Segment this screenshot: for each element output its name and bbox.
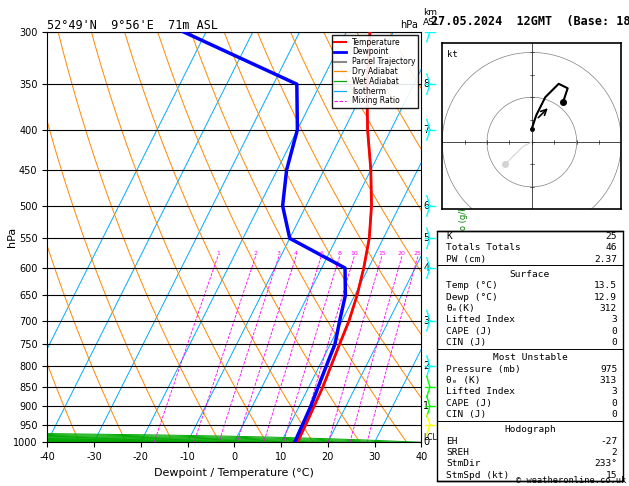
Text: 4: 4: [423, 263, 430, 273]
Text: Temp (°C): Temp (°C): [447, 281, 498, 290]
Text: 6: 6: [423, 201, 430, 211]
Text: CIN (J): CIN (J): [447, 338, 487, 347]
Text: 4: 4: [294, 251, 298, 257]
Text: Pressure (mb): Pressure (mb): [447, 364, 521, 374]
Text: 975: 975: [600, 364, 617, 374]
Text: 2: 2: [253, 251, 257, 257]
Text: 0: 0: [423, 437, 430, 447]
Text: StmDir: StmDir: [447, 459, 481, 469]
Text: EH: EH: [447, 436, 458, 446]
Text: 8: 8: [423, 79, 430, 89]
Text: Totals Totals: Totals Totals: [447, 243, 521, 253]
Text: Mixing Ratio (g/kg): Mixing Ratio (g/kg): [459, 197, 468, 277]
Text: 3: 3: [611, 315, 617, 325]
Text: 25: 25: [414, 251, 422, 257]
Text: km
ASL: km ASL: [423, 8, 440, 28]
Text: CIN (J): CIN (J): [447, 410, 487, 419]
Text: 13.5: 13.5: [594, 281, 617, 290]
Text: 0: 0: [611, 399, 617, 408]
Text: 0: 0: [611, 410, 617, 419]
X-axis label: Dewpoint / Temperature (°C): Dewpoint / Temperature (°C): [154, 468, 314, 478]
Text: kt: kt: [447, 50, 457, 59]
Text: © weatheronline.co.uk: © weatheronline.co.uk: [516, 476, 626, 485]
Text: 5: 5: [423, 233, 430, 243]
Text: Lifted Index: Lifted Index: [447, 387, 515, 397]
Text: 12.9: 12.9: [594, 293, 617, 302]
Text: θₑ (K): θₑ (K): [447, 376, 481, 385]
Text: Surface: Surface: [510, 270, 550, 279]
Legend: Temperature, Dewpoint, Parcel Trajectory, Dry Adiabat, Wet Adiabat, Isotherm, Mi: Temperature, Dewpoint, Parcel Trajectory…: [332, 35, 418, 107]
Text: 2.37: 2.37: [594, 255, 617, 264]
Text: 2: 2: [611, 448, 617, 457]
Text: Dewp (°C): Dewp (°C): [447, 293, 498, 302]
Text: 3: 3: [611, 387, 617, 397]
Text: 3: 3: [277, 251, 281, 257]
Text: 15: 15: [378, 251, 386, 257]
Text: 2: 2: [423, 361, 430, 371]
Text: StmSpd (kt): StmSpd (kt): [447, 471, 509, 480]
Text: 313: 313: [600, 376, 617, 385]
Text: 233°: 233°: [594, 459, 617, 469]
Text: 0: 0: [611, 338, 617, 347]
Text: 8: 8: [338, 251, 342, 257]
Text: Hodograph: Hodograph: [504, 425, 556, 434]
Text: 20: 20: [398, 251, 406, 257]
Text: -27: -27: [600, 436, 617, 446]
Text: 46: 46: [606, 243, 617, 253]
Text: 6: 6: [319, 251, 323, 257]
Text: 0: 0: [611, 327, 617, 336]
Text: 27.05.2024  12GMT  (Base: 18): 27.05.2024 12GMT (Base: 18): [431, 15, 629, 28]
Text: 52°49'N  9°56'E  71m ASL: 52°49'N 9°56'E 71m ASL: [47, 18, 218, 32]
Text: Lifted Index: Lifted Index: [447, 315, 515, 325]
Text: hPa: hPa: [7, 227, 16, 247]
Text: 1: 1: [423, 401, 430, 411]
Text: 10: 10: [350, 251, 358, 257]
Text: 7: 7: [423, 125, 430, 135]
Text: 1: 1: [216, 251, 220, 257]
Text: LCL: LCL: [423, 433, 437, 442]
Text: hPa: hPa: [400, 19, 418, 30]
Text: CAPE (J): CAPE (J): [447, 399, 493, 408]
Text: CAPE (J): CAPE (J): [447, 327, 493, 336]
Text: PW (cm): PW (cm): [447, 255, 487, 264]
Text: 25: 25: [606, 232, 617, 241]
Text: Most Unstable: Most Unstable: [493, 353, 567, 362]
Text: 3: 3: [423, 315, 430, 326]
Text: 15: 15: [606, 471, 617, 480]
Text: K: K: [447, 232, 452, 241]
Text: θₑ(K): θₑ(K): [447, 304, 475, 313]
Text: 312: 312: [600, 304, 617, 313]
Text: SREH: SREH: [447, 448, 469, 457]
